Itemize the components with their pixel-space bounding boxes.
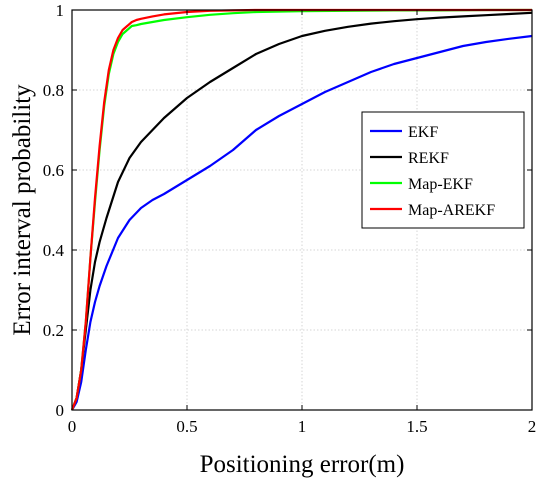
legend-label: Map-AREKF <box>408 202 495 219</box>
y-tick-label: 0 <box>56 401 65 420</box>
legend-label: Map-EKF <box>408 176 473 193</box>
y-tick-label: 1 <box>56 1 65 20</box>
series-line-rekf <box>70 11 533 411</box>
x-tick-label: 2 <box>528 417 537 436</box>
legend: EKF REKF Map-EKF Map-AREKF <box>361 111 525 229</box>
x-tick-label: 0.5 <box>176 417 197 436</box>
x-tick-label: 0 <box>68 417 77 436</box>
x-tick-label: 1.5 <box>406 417 427 436</box>
y-tick-label: 0.2 <box>43 321 64 340</box>
legend-label: EKF <box>408 124 438 141</box>
ticks: 0 0.5 1 1.5 2 0 0.2 0.4 0.6 0.8 1 <box>43 1 537 436</box>
x-tick-label: 1 <box>298 417 307 436</box>
y-tick-label: 0.6 <box>43 161 64 180</box>
x-axis-label: Positioning error(m) <box>200 451 405 478</box>
y-tick-label: 0.4 <box>43 241 65 260</box>
series-layer <box>70 8 533 411</box>
y-axis-label: Error interval probability <box>9 84 36 336</box>
y-tick-label: 0.8 <box>43 81 64 100</box>
series-line-ekf <box>71 34 533 411</box>
legend-label: REKF <box>408 150 449 167</box>
